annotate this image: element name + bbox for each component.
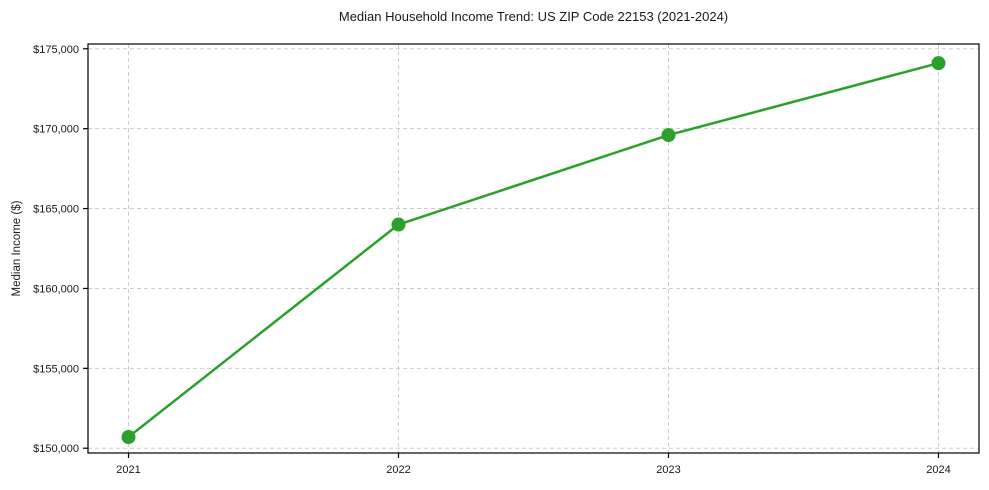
y-tick-labels: $150,000 $155,000 $160,000 $165,000 $170,000… <box>33 44 79 455</box>
y-axis-label: Median Income ($) <box>11 200 23 296</box>
y-tick-label: $170,000 <box>33 124 79 136</box>
trend-line <box>127 61 940 439</box>
y-tick-label: $150,000 <box>33 443 79 455</box>
series-group <box>121 56 946 445</box>
x-tick-labels: 2021 2022 2023 2024 <box>116 464 950 476</box>
y-tick-label: $160,000 <box>33 283 79 295</box>
x-tick-label: 2022 <box>386 464 410 476</box>
data-point-marker <box>121 430 136 445</box>
data-point-marker <box>391 217 406 232</box>
gridlines <box>88 44 979 453</box>
axis-ticks <box>83 48 940 458</box>
x-tick-label: 2024 <box>926 464 950 476</box>
y-tick-label: $175,000 <box>33 44 79 56</box>
x-tick-label: 2023 <box>656 464 680 476</box>
x-tick-label: 2021 <box>116 464 140 476</box>
data-point-marker <box>661 128 676 143</box>
data-point-marker <box>931 56 946 71</box>
plot-border <box>87 43 980 454</box>
chart-title: Median Household Income Trend: US ZIP Co… <box>339 9 728 24</box>
y-tick-label: $165,000 <box>33 204 79 216</box>
y-tick-label: $155,000 <box>33 363 79 375</box>
